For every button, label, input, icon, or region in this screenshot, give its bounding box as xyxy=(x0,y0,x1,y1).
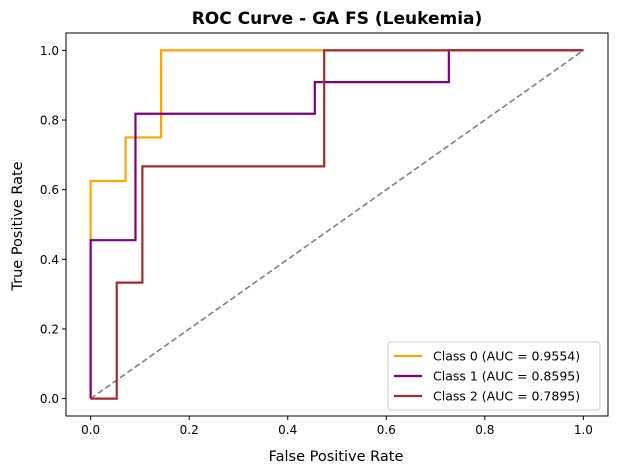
y-tick-label: 0.6 xyxy=(40,183,59,197)
x-tick-label: 0.0 xyxy=(81,423,100,437)
legend-label-class-1: Class 1 (AUC = 0.8595) xyxy=(433,369,580,384)
plot-area xyxy=(89,49,584,400)
y-tick-label: 0.4 xyxy=(40,253,59,267)
y-tick-label: 0.8 xyxy=(40,114,59,128)
y-tick-label: 0.0 xyxy=(40,392,59,406)
diagonal-reference-line xyxy=(90,49,584,400)
x-tick-label: 1.0 xyxy=(574,423,593,437)
y-tick-label: 0.2 xyxy=(40,322,59,336)
x-tick-label: 0.2 xyxy=(180,423,199,437)
x-tick-label: 0.4 xyxy=(278,423,297,437)
x-axis-label: False Positive Rate xyxy=(269,449,404,465)
legend-box xyxy=(387,341,601,411)
x-tick-label: 0.8 xyxy=(475,423,494,437)
roc-line-class-2 xyxy=(90,49,584,400)
axis-ticks: 0.0 0.2 0.4 0.6 0.8 1.0 0.0 0.2 0.4 0.6 0.8 1.0 xyxy=(40,44,593,437)
y-tick-label: 1.0 xyxy=(40,44,59,58)
x-tick-label: 0.6 xyxy=(377,423,396,437)
roc-line-class-0 xyxy=(89,49,584,399)
legend-label-class-2: Class 2 (AUC = 0.7895) xyxy=(433,389,580,404)
roc-line-class-1 xyxy=(89,49,584,399)
y-axis-label: True Positive Rate xyxy=(10,161,26,291)
legend-label-class-0: Class 0 (AUC = 0.9554) xyxy=(433,349,580,364)
chart-title: ROC Curve - GA FS (Leukemia) xyxy=(192,9,483,29)
plot-frame xyxy=(65,32,609,417)
legend: Class 0 (AUC = 0.9554) Class 1 (AUC = 0.8… xyxy=(387,341,601,411)
